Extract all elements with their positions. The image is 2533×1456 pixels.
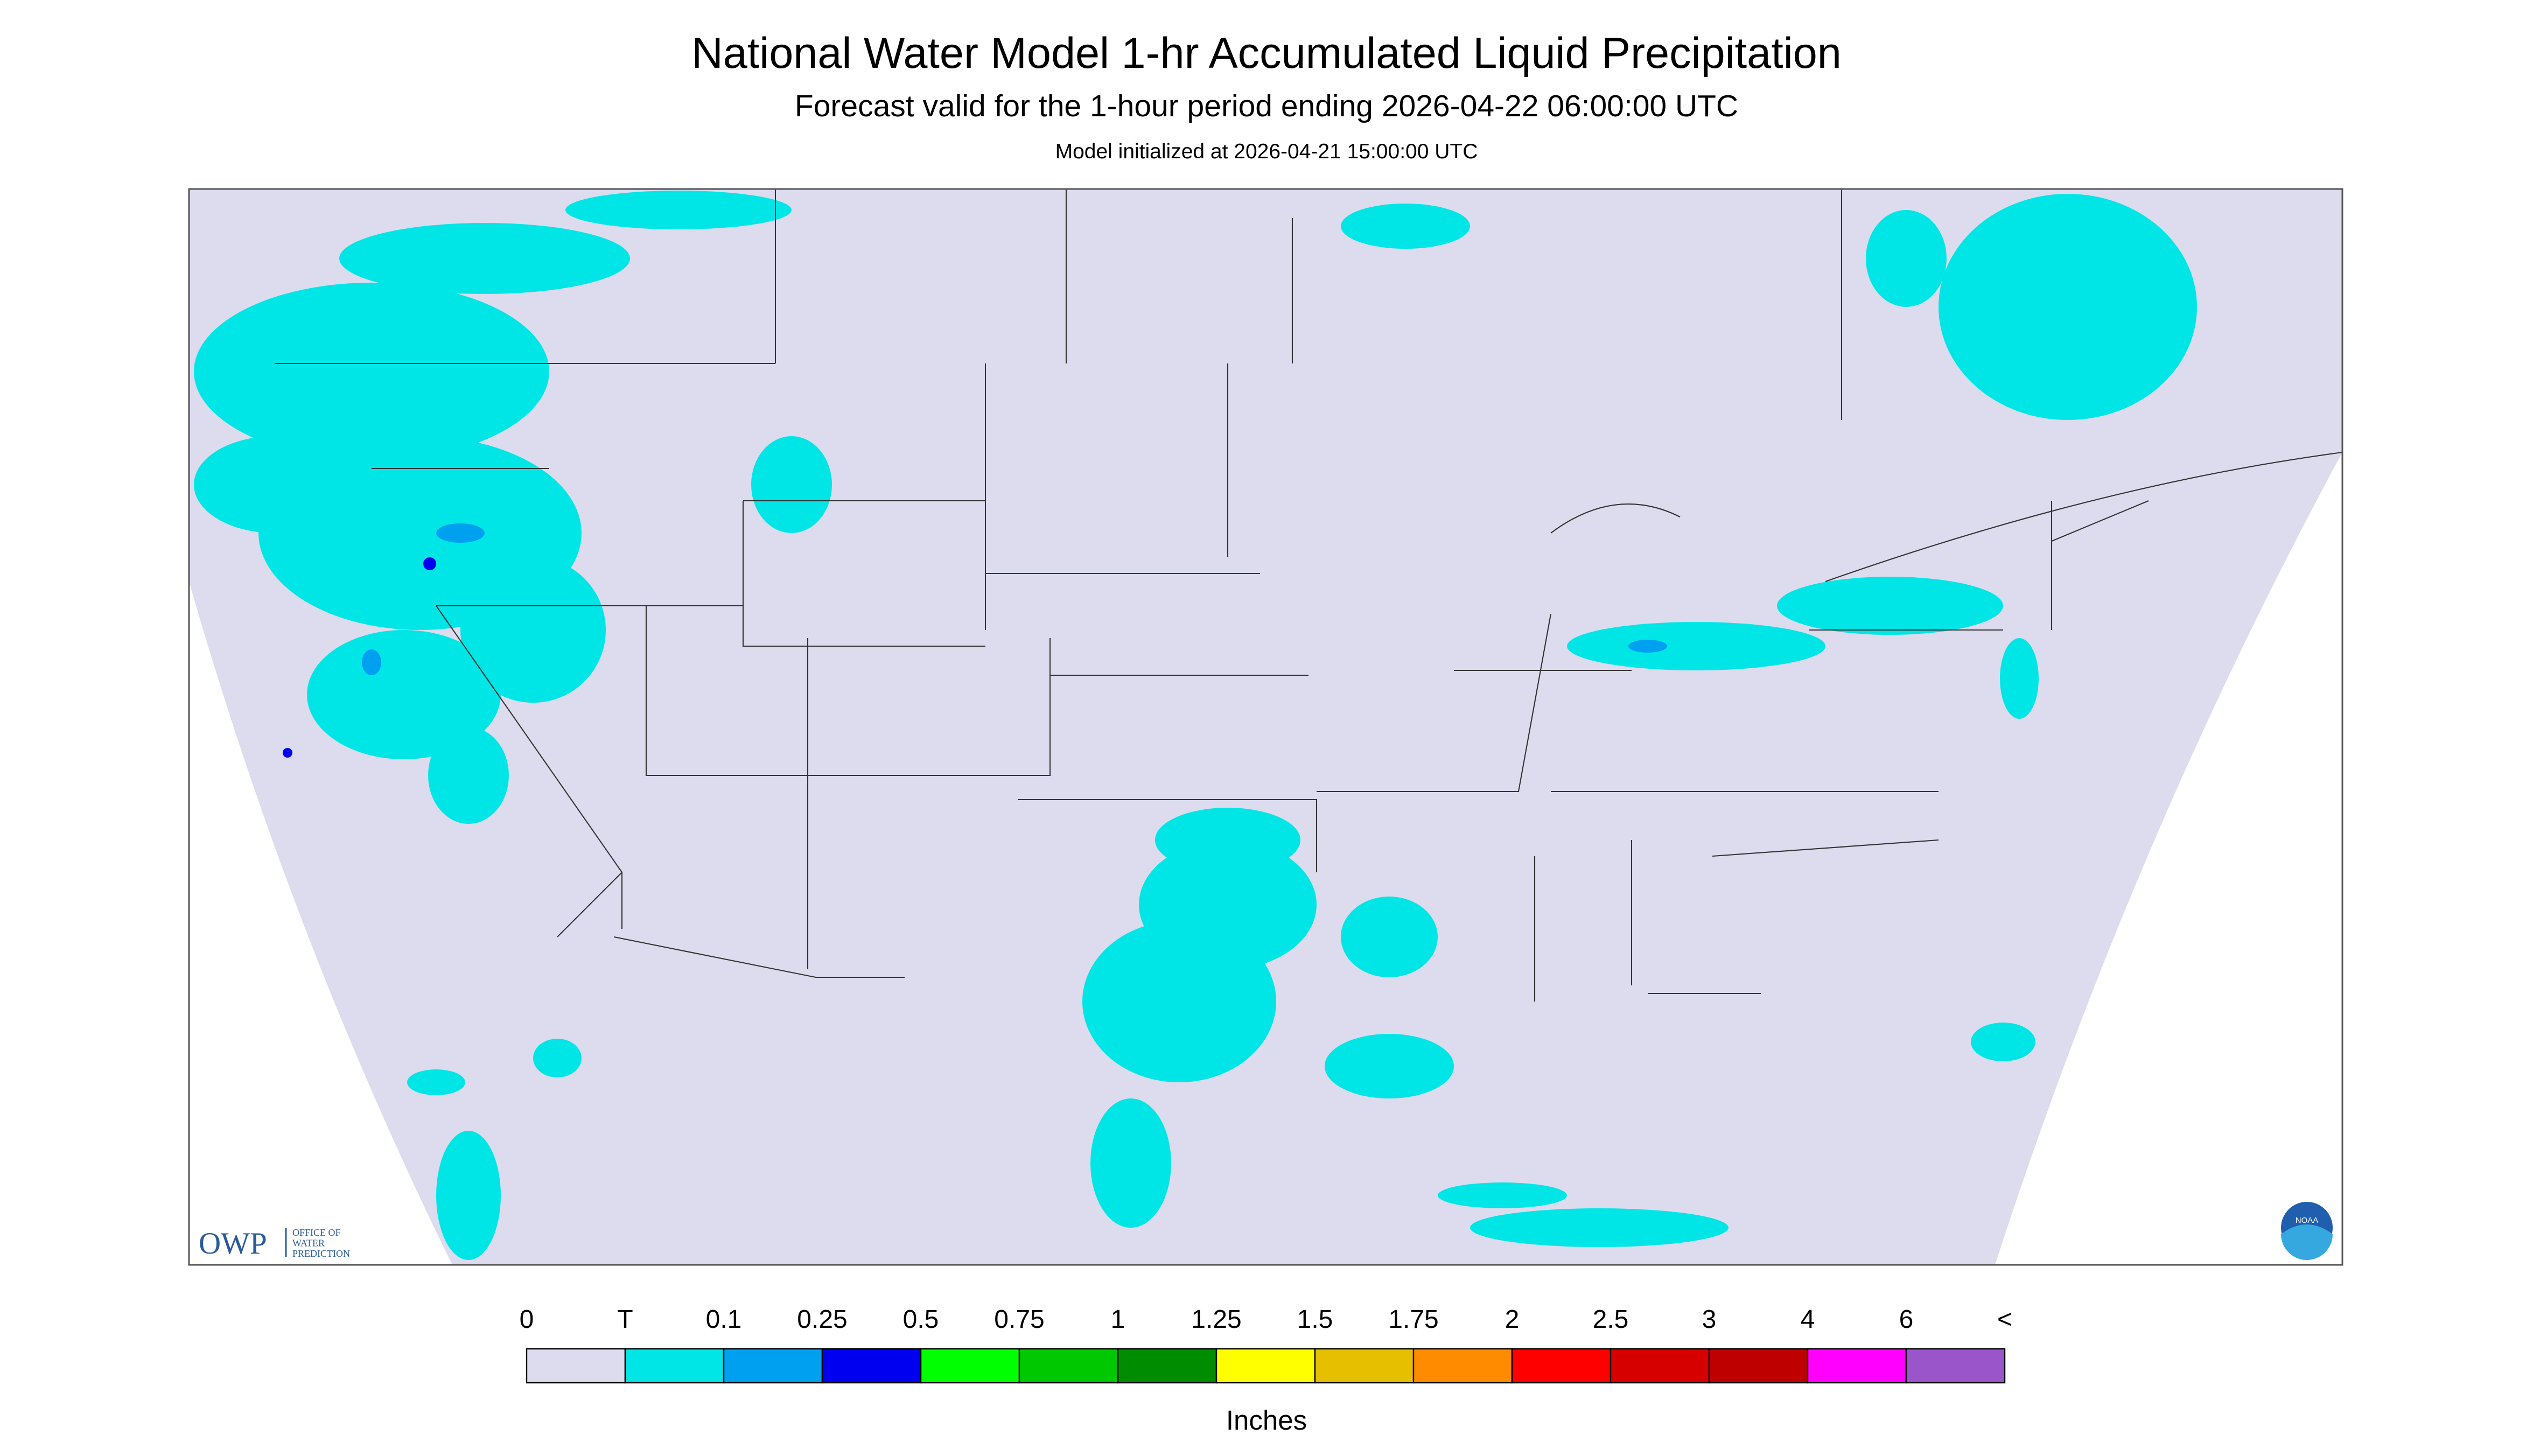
colorbar-label: 1.75 [1388,1305,1438,1334]
noaa-text: NOAA [2296,1216,2319,1225]
subtitle: Forecast valid for the 1-hour period end… [795,89,1738,123]
map: OWP OFFICE OF WATER PREDICTION NOAA [188,188,2343,1266]
colorbar-label: 0.75 [994,1305,1044,1334]
colorbar-swatch [920,1348,1020,1384]
colorbar-swatch [1018,1348,1119,1384]
owp-subtext-line: PREDICTION [292,1248,350,1259]
map-frame [188,188,2343,1266]
noaa-logo: NOAA [2281,1202,2333,1261]
colorbar-label: 1 [1111,1305,1125,1334]
colorbar-swatch [821,1348,922,1384]
title: National Water Model 1-hr Accumulated Li… [691,29,1842,78]
init-note: Model initialized at 2026-04-21 15:00:00… [1055,140,1478,163]
owp-subtext: OFFICE OF WATER PREDICTION [292,1227,350,1259]
colorbar-swatch [723,1348,823,1384]
colorbar-label: 2 [1505,1305,1520,1334]
precip-areas [194,191,2197,1261]
colorbar-swatch [526,1348,626,1384]
colorbar-swatch [1412,1348,1513,1384]
colorbar-swatch [1215,1348,1316,1384]
colorbar-swatch [1610,1348,1710,1384]
colorbar-swatch [1314,1348,1415,1384]
colorbar-label: 0.25 [797,1305,847,1334]
owp-logo-text: OWP [199,1227,267,1261]
colorbar-swatch [624,1348,725,1384]
colorbar-swatch [1708,1348,1809,1384]
colorbar-label: 0.1 [706,1305,742,1334]
colorbar-swatch [1117,1348,1217,1384]
colorbar-swatch [1905,1348,2006,1384]
owp-subtext-line: WATER [292,1238,325,1249]
boundaries [275,189,2343,1002]
colorbar-unit: Inches [1226,1405,1307,1436]
precip-heavier [362,523,1667,676]
colorbar-label: < [1997,1305,2012,1334]
noaa-wave [2281,1224,2333,1261]
owp-logo: OWP OFFICE OF WATER PREDICTION [199,1227,350,1261]
colorbar-label: 1.25 [1191,1305,1241,1334]
colorbar-label: 6 [1899,1305,1914,1334]
model-domain [189,189,2342,1265]
colorbar-label: T [617,1305,633,1334]
precip-peak [283,748,292,758]
colorbar-swatch [1807,1348,1907,1384]
colorbar-swatch [1511,1348,1612,1384]
colorbar-label: 2.5 [1593,1305,1629,1334]
precip-peak [423,557,436,571]
colorbar-label: 1.5 [1297,1305,1333,1334]
colorbar: 0 T 0.1 0.25 0.5 0.75 1 1.25 1.5 1.75 2 2.5 3 4 6 < [520,1305,2012,1384]
colorbar-label: 4 [1801,1305,1815,1334]
colorbar-label: 3 [1702,1305,1717,1334]
colorbar-label: 0 [520,1305,534,1334]
owp-subtext-line: OFFICE OF [292,1227,341,1238]
colorbar-label: 0.5 [903,1305,939,1334]
